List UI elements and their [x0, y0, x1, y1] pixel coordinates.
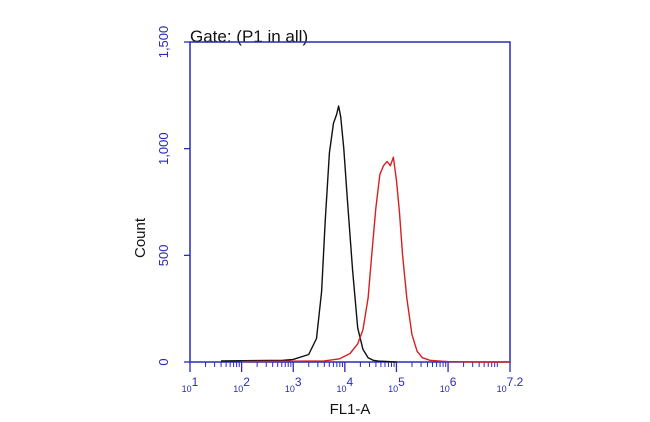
x-tick-base: 10 [285, 384, 295, 394]
x-tick-label: 106 [440, 375, 457, 394]
x-tick-exp: 1 [192, 375, 199, 389]
histogram-series-2 [241, 156, 510, 363]
x-tick-label: 103 [285, 375, 302, 394]
x-tick-base: 10 [233, 384, 243, 394]
x-tick-base: 10 [336, 384, 346, 394]
x-tick-exp: 7.2 [507, 375, 524, 389]
x-tick-label: 105 [388, 375, 405, 394]
y-tick-label: 0 [156, 358, 171, 365]
x-axis-title: FL1-A [330, 401, 371, 418]
chart-title: Gate: (P1 in all) [190, 27, 308, 46]
x-tick-exp: 4 [347, 375, 354, 389]
x-tick-base: 10 [182, 384, 192, 394]
x-tick-label: 107.2 [497, 375, 524, 394]
y-tick-label: 1,000 [156, 132, 171, 165]
x-tick-exp: 5 [398, 375, 405, 389]
x-tick-label: 101 [182, 375, 199, 394]
plot-area [220, 105, 510, 363]
y-tick-label: 500 [156, 244, 171, 266]
y-tick-label: 1,500 [156, 26, 171, 59]
y-axis: 0 500 1,000 1,500 [156, 26, 190, 366]
plot-frame [189, 41, 511, 363]
x-tick-exp: 3 [295, 375, 302, 389]
x-tick-exp: 6 [450, 375, 457, 389]
histogram-series-1 [220, 105, 397, 363]
x-axis: 101 102 103 104 105 106 107.2 [182, 362, 524, 394]
y-axis-title: Count [132, 217, 149, 258]
x-tick-base: 10 [440, 384, 450, 394]
x-tick-base: 10 [388, 384, 398, 394]
x-tick-label: 104 [336, 375, 353, 394]
x-tick-exp: 2 [243, 375, 250, 389]
x-tick-base: 10 [497, 384, 507, 394]
x-tick-label: 102 [233, 375, 250, 394]
